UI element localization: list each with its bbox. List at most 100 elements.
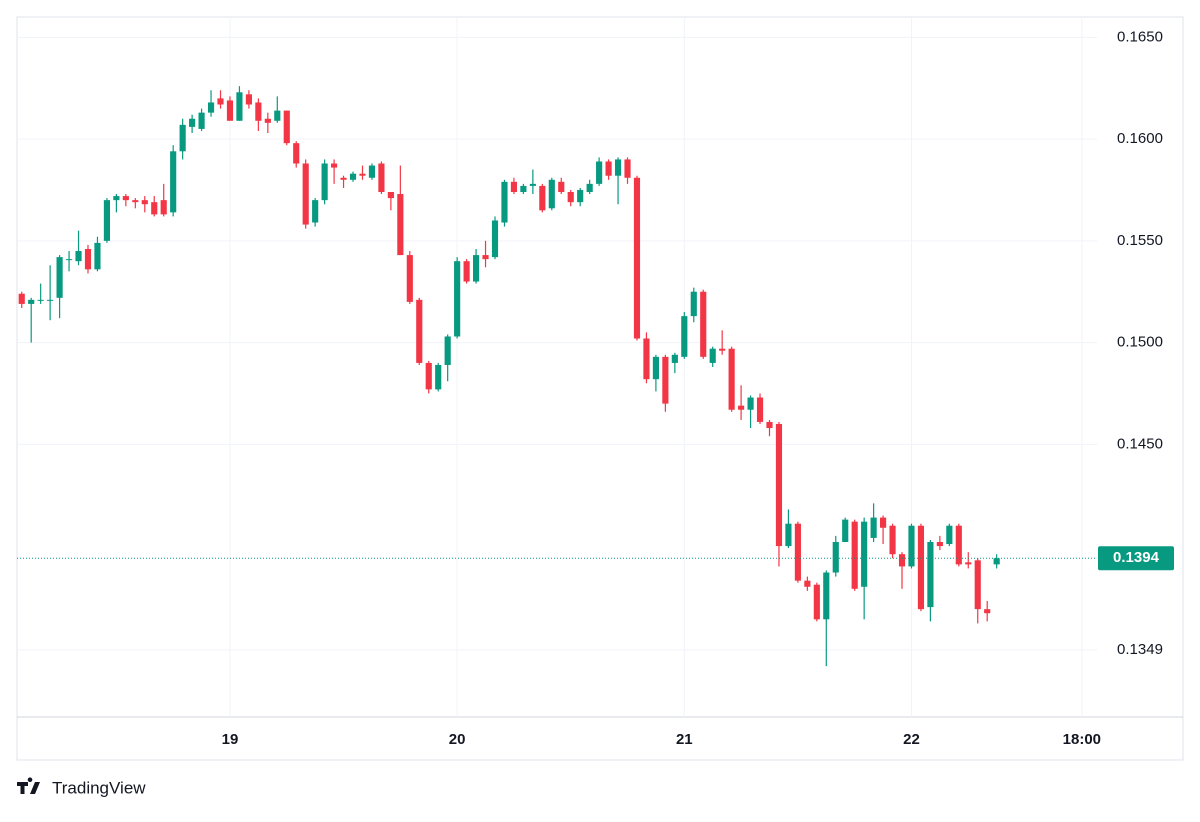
candle-body [378,163,385,192]
candle-body [56,257,63,298]
plot [17,86,1097,667]
candle-body [747,397,754,410]
candle-body [558,181,565,192]
candle-body [47,299,54,301]
candle-body [454,261,461,337]
candle-body [132,200,139,203]
candle-body [586,183,593,192]
candle-body [397,194,404,256]
candle-body [861,521,868,587]
candle-body [681,316,688,357]
x-tick-label: 18:00 [1063,731,1101,748]
candle-body [28,299,35,304]
candle-body [472,255,480,282]
candle-body [331,163,338,168]
candle-body [908,525,915,567]
candle-body [880,517,887,528]
candle-body [264,118,271,123]
candle-body [179,124,186,152]
candle-body [491,220,499,258]
candle-body [946,525,953,545]
candle-body [75,251,82,262]
candle-body [775,423,783,547]
candle-body [359,173,366,176]
candle-body [501,181,508,223]
y-tick-label: 0.1550 [1117,232,1163,249]
candle-body [340,177,347,180]
candle-body [804,580,811,587]
y-tick-label: 0.1650 [1117,28,1163,45]
candle-body [700,291,707,357]
y-tick-label: 0.1349 [1117,641,1163,658]
candle-body [832,542,839,573]
candle-body [170,151,177,213]
candle-body [113,196,120,201]
candle-body [728,348,735,410]
y-tick-label: 0.1500 [1117,334,1163,351]
candle-body [198,112,205,129]
chart-frame [16,16,1184,761]
candle-body [927,542,934,608]
candle-body [756,397,764,422]
candle-body [37,299,44,301]
candle-body [160,200,167,215]
candle-body [151,202,158,215]
x-tick-label: 19 [222,731,239,748]
candle-body [416,299,423,363]
candle-body [567,192,574,203]
candle-body [245,94,252,105]
candle-body [387,192,394,199]
candle-body [643,338,650,380]
candle-body [529,183,536,186]
candle-body [596,161,603,184]
x-tick-label: 22 [903,731,920,748]
candle-body [122,196,129,201]
candle-body [917,525,925,610]
candle-body [614,159,622,176]
candle-body [662,356,669,404]
candle-body [94,242,101,270]
y-tick-label: 0.1450 [1117,435,1163,452]
candle-body [236,92,243,121]
candle-body [435,364,442,390]
candle-body [520,185,527,192]
candle-body [851,521,858,589]
candle-body [84,248,92,270]
candle-body [510,181,518,192]
candle-body [984,609,991,614]
candle-body [207,102,215,113]
candle-body [293,143,300,164]
candle-body [738,405,745,410]
candle-body [141,200,148,205]
axes: 0.1650 0.1600 0.1550 0.1500 0.1450 0.1349 19 20… [222,28,1174,748]
candle-body [605,161,612,176]
candle-body [302,163,309,225]
candle-body [65,259,73,261]
candle-body [217,98,224,105]
candle-body [936,542,943,547]
candle-body [482,255,489,260]
candle-body [274,110,281,121]
candle-body [406,255,413,302]
candle-body [624,159,631,178]
candle-body [548,179,555,209]
candle-body [794,523,801,581]
candle-body [312,200,319,223]
candle-body [766,421,773,429]
candle-body [283,110,290,144]
candle-body [709,348,716,363]
candle-body [842,519,849,542]
candle-body [823,572,830,620]
candle-body [577,189,584,203]
brand-logo [17,777,40,794]
candle-body [719,348,726,351]
candle-body [993,558,1000,565]
candle-body [103,200,110,241]
candle-body [965,562,972,565]
candle-body [539,185,546,211]
x-tick-label: 20 [449,731,466,748]
candle-body [463,261,470,282]
last-price-label: 0.1394 [1113,549,1160,566]
